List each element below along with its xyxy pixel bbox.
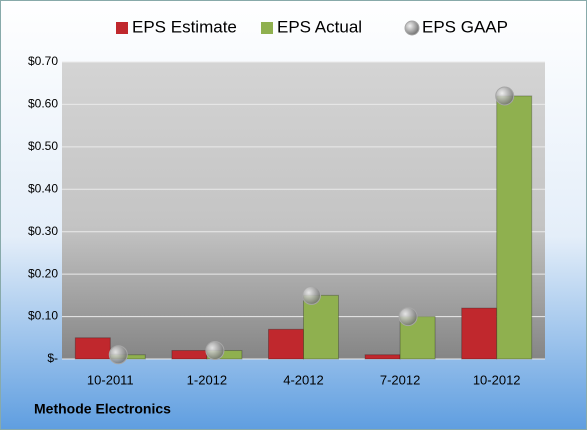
y-tick-label: $0.30	[28, 224, 58, 238]
bar	[303, 294, 339, 360]
marker	[302, 285, 321, 305]
bar	[268, 328, 304, 360]
y-tick-label: $0.40	[28, 181, 58, 195]
marker	[108, 345, 128, 365]
legend-swatch	[116, 22, 128, 34]
x-tick-label: 7-2012	[380, 372, 420, 387]
legend-label: EPS GAAP	[422, 17, 508, 36]
marker	[398, 307, 418, 327]
y-tick-label: $0.50	[28, 139, 58, 153]
x-tick-label: 10-2011	[87, 372, 134, 387]
bar	[74, 337, 111, 360]
bar	[171, 350, 208, 360]
marker	[495, 86, 515, 106]
y-tick-label: $0.60	[28, 97, 58, 111]
x-tick-label: 10-2012	[473, 372, 521, 387]
bar	[364, 354, 401, 360]
legend-label: EPS Estimate	[132, 17, 237, 36]
legend-label: EPS Actual	[277, 17, 362, 36]
footer: Methode Electronics	[34, 401, 171, 417]
legend-swatch	[404, 20, 420, 36]
marker	[205, 341, 225, 361]
y-tick-label: $-	[47, 351, 58, 365]
bar	[461, 307, 498, 360]
legend-swatch	[261, 22, 273, 34]
y-tick-label: $0.20	[28, 266, 58, 280]
bar	[496, 95, 533, 360]
y-tick-label: $0.10	[28, 309, 58, 323]
x-tick-label: 4-2012	[283, 372, 323, 387]
y-tick-label: $0.70	[28, 54, 58, 68]
x-tick-label: 1-2012	[187, 372, 227, 387]
